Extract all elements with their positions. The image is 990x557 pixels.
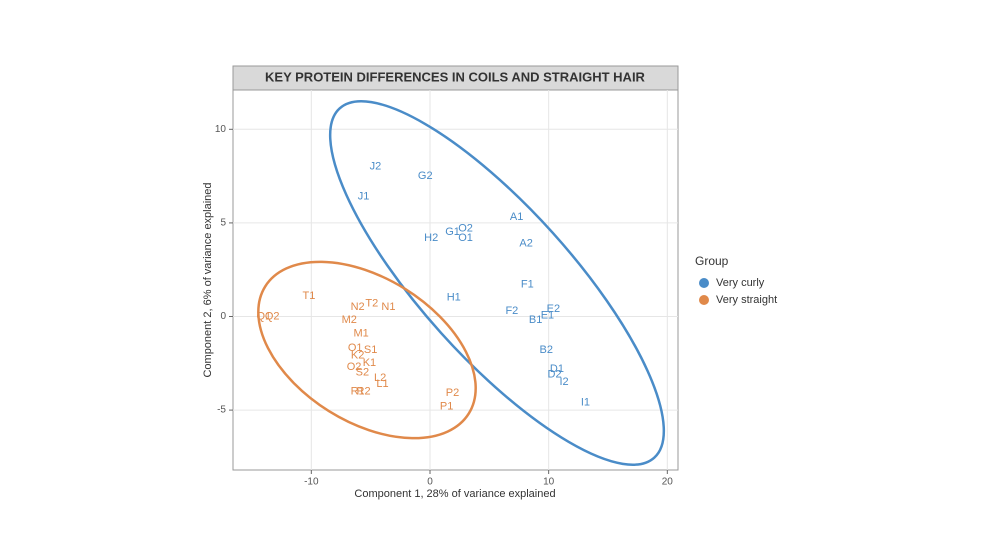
ellipse-straight [257,260,477,440]
point-label: K1 [363,357,376,369]
legend-marker [699,278,709,288]
point-label: F2 [505,305,518,317]
point-label: M2 [342,314,357,326]
point-label: A1 [510,211,523,223]
point-label: B2 [540,344,553,356]
x-axis-title: Component 1, 28% of variance explained [354,488,555,500]
x-tick-label: -10 [304,477,319,488]
point-label: T2 [365,297,378,309]
legend-label: Very straight [716,294,777,306]
ellipse-curly [328,100,666,466]
y-axis-title: Component 2, 6% of variance explained [202,182,214,377]
title-bar [232,65,679,91]
plot-area [232,89,679,471]
point-label: P1 [440,400,453,412]
chart-title: KEY PROTEIN DIFFERENCES IN COILS AND STR… [265,69,646,84]
x-tick-label: 0 [427,477,433,488]
point-label: E2 [547,303,560,315]
y-tick-label: 5 [220,218,226,229]
point-label: H1 [447,292,461,304]
point-label: L2 [374,372,386,384]
point-label: S1 [364,344,377,356]
y-tick-label: 0 [220,311,226,322]
point-label: F1 [521,279,534,291]
point-label: K2 [351,350,364,362]
legend-marker [699,295,709,305]
legend-label: Very curly [716,277,765,289]
point-label: Q1 [257,310,272,322]
point-label: L1 [376,378,388,390]
point-label: O1 [348,342,363,354]
point-label: T1 [303,290,316,302]
y-tick-label: 10 [215,124,227,135]
point-label: Q2 [265,310,280,322]
point-label: O2 [347,361,362,373]
point-label: D1 [550,363,564,375]
point-label: G2 [418,170,433,182]
point-label: D2 [548,368,562,380]
point-label: J1 [358,191,370,203]
point-label: R1 [351,385,365,397]
point-label: O1 [458,232,473,244]
point-label: G1 [445,226,460,238]
point-label: R2 [357,385,371,397]
point-label: M1 [354,327,369,339]
point-label: E1 [541,309,554,321]
point-label: S2 [356,367,369,379]
point-label: B1 [529,314,542,326]
point-label: I2 [559,376,568,388]
point-label: N1 [381,301,395,313]
point-label: O2 [458,222,473,234]
point-label: P2 [446,387,459,399]
point-label: A2 [519,237,532,249]
y-tick-label: -5 [217,405,226,416]
point-label: J2 [370,161,382,173]
x-tick-label: 20 [662,477,674,488]
point-label: N2 [351,301,365,313]
legend-title: Group [695,254,729,268]
point-label: H2 [424,232,438,244]
x-tick-label: 10 [543,477,555,488]
point-label: I1 [581,397,590,409]
